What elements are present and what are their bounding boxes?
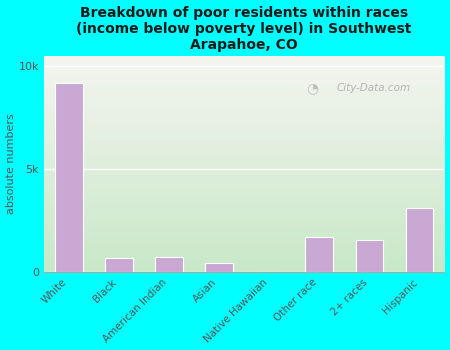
Y-axis label: absolute numbers: absolute numbers (5, 114, 16, 215)
Bar (105, 258, 133, 272)
Bar (55, 83, 82, 272)
Bar (306, 237, 333, 272)
Bar (356, 240, 383, 272)
Text: ◔: ◔ (306, 81, 318, 95)
Title: Breakdown of poor residents within races
(income below poverty level) in Southwe: Breakdown of poor residents within races… (76, 6, 412, 52)
Bar (155, 257, 183, 272)
Bar (205, 263, 233, 272)
Text: City-Data.com: City-Data.com (336, 83, 410, 93)
Bar (405, 208, 433, 272)
